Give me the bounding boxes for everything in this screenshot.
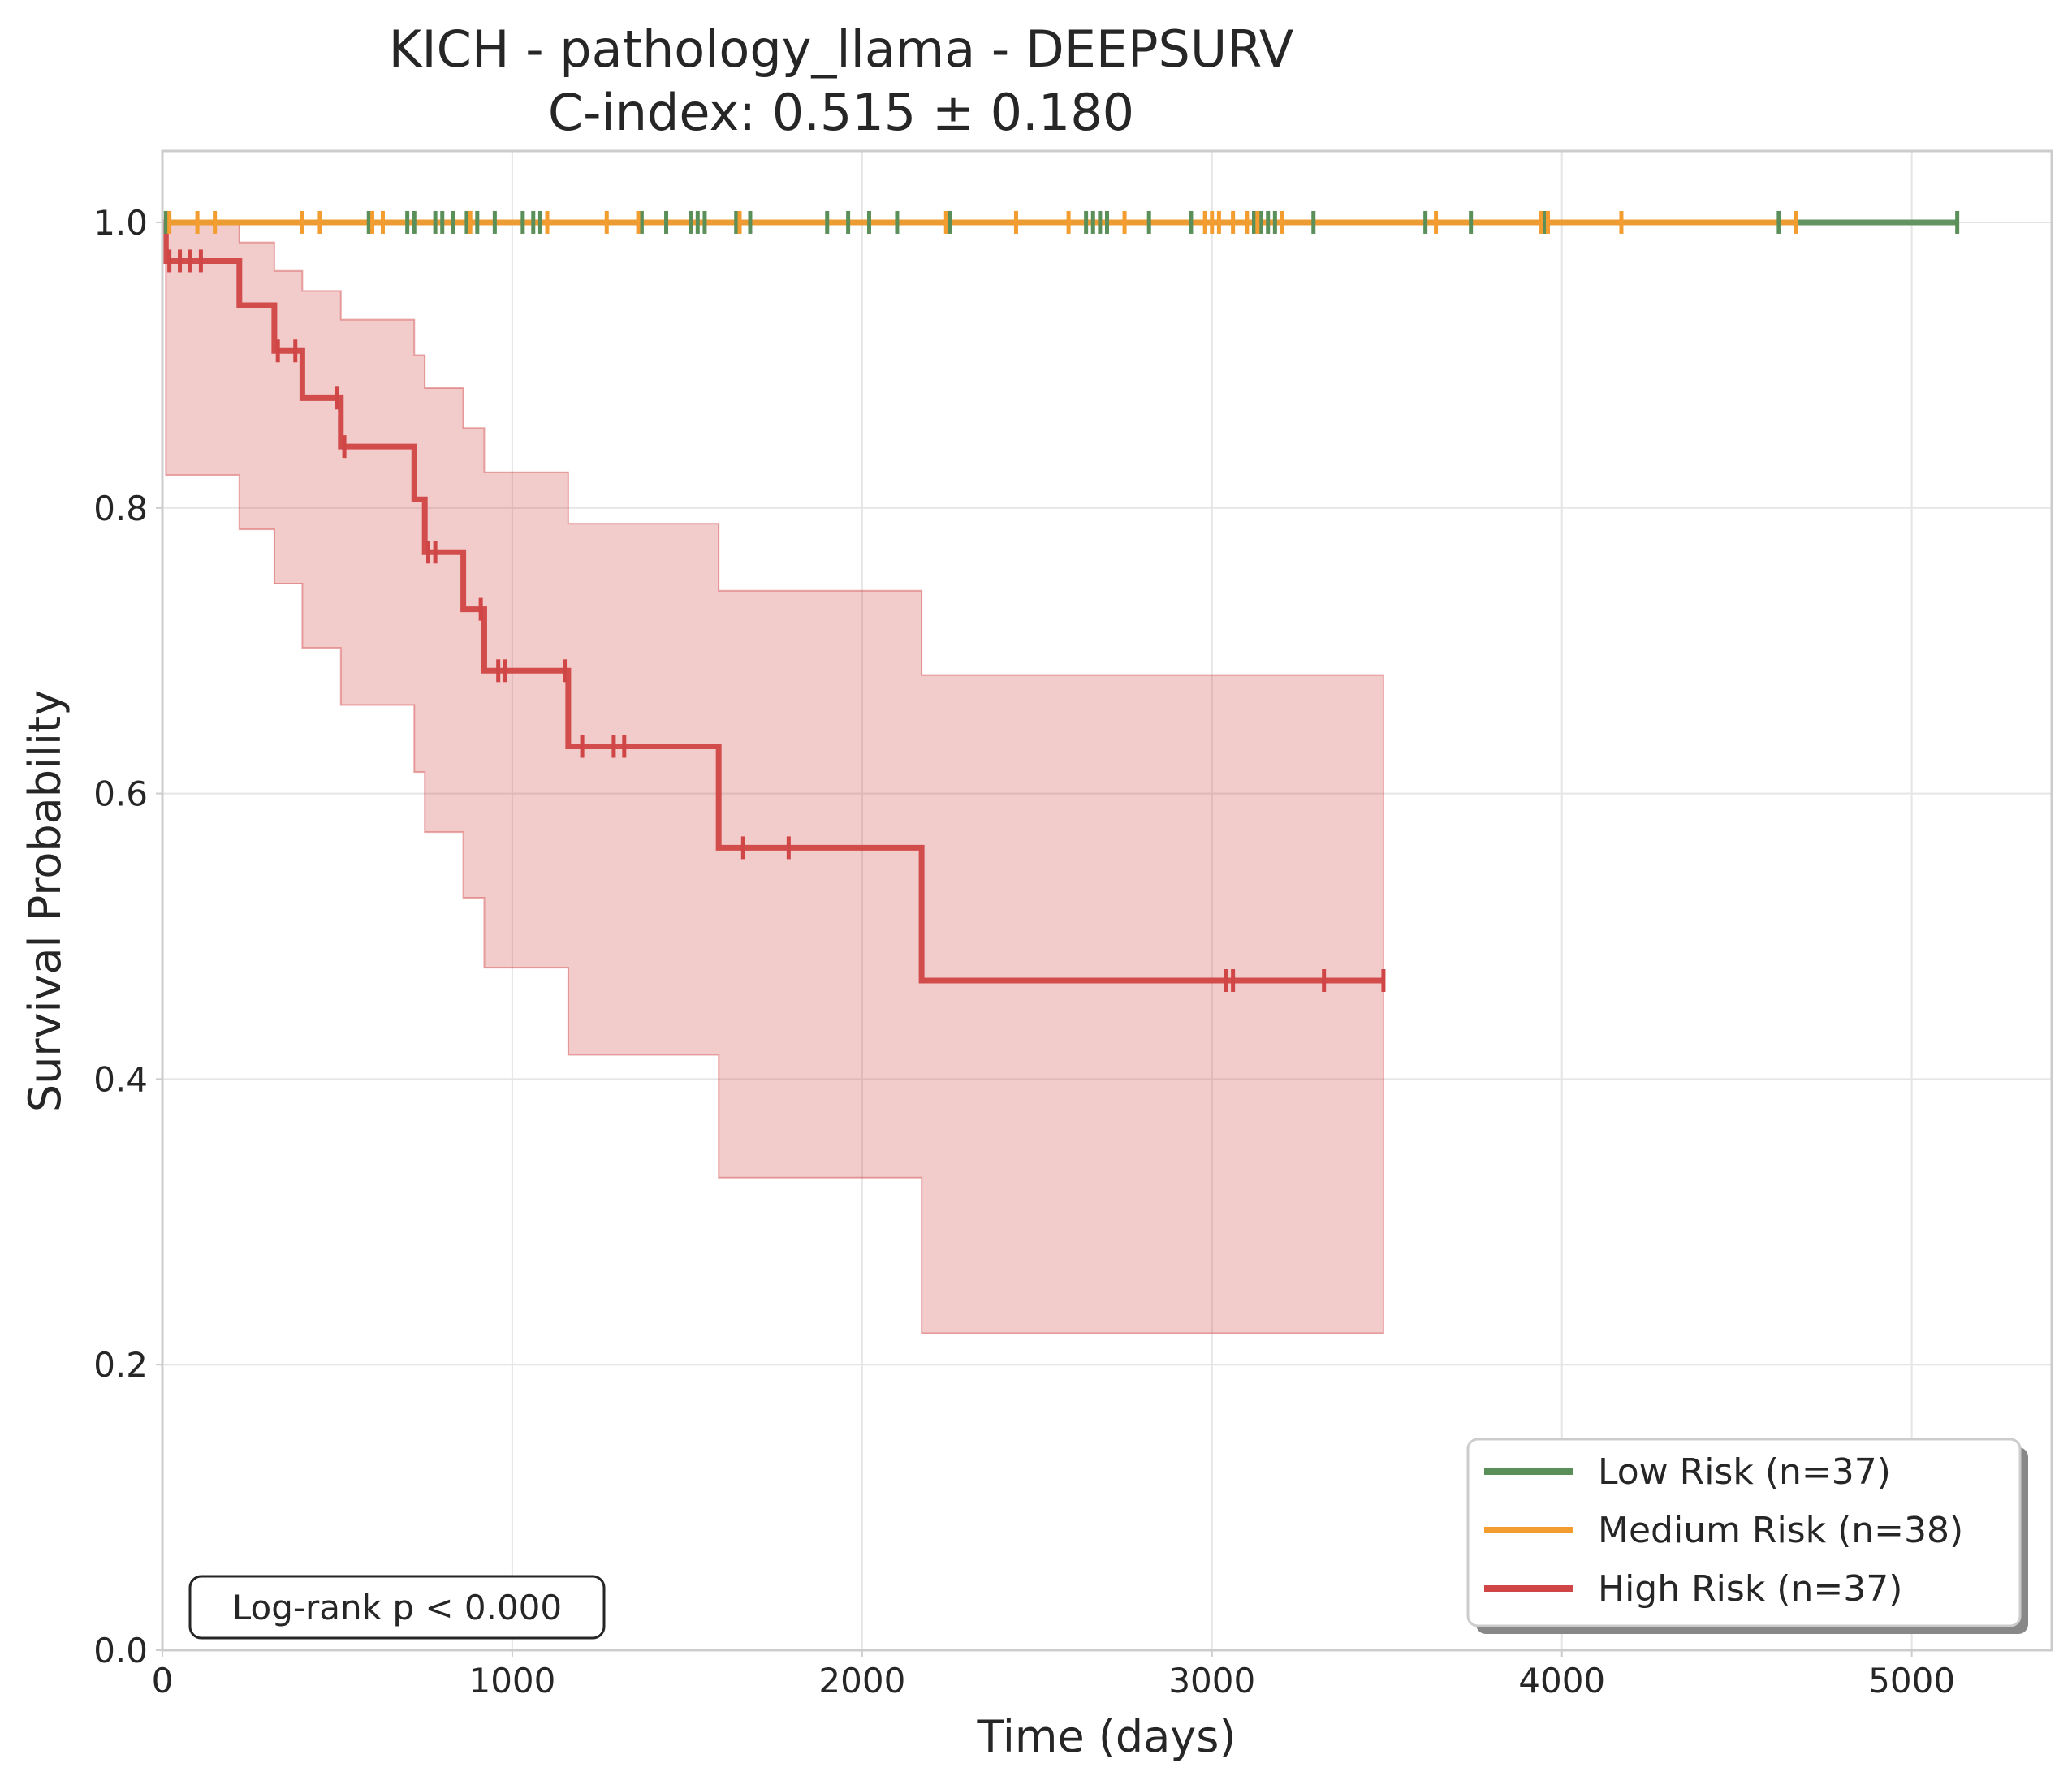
high-risk-curve bbox=[162, 219, 1383, 984]
y-tick-label: 0.4 bbox=[93, 1059, 148, 1099]
annotation-box: Log-rank p < 0.000 bbox=[188, 1575, 606, 1640]
y-tick-label: 0.0 bbox=[93, 1631, 148, 1670]
grid bbox=[162, 151, 2052, 1651]
axis-ticks: 0 1000 2000 3000 4000 5000 0.0 0.2 0.4 0.6 0.8 1.0 bbox=[93, 203, 1955, 1701]
x-tick-label: 0 bbox=[152, 1661, 174, 1701]
y-tick-label: 0.2 bbox=[93, 1345, 148, 1385]
x-tick-label: 3000 bbox=[1168, 1661, 1255, 1701]
legend-label-medium: Medium Risk (n=38) bbox=[1598, 1510, 1963, 1551]
chart-title: KICH - pathology_llama - DEEPSURV bbox=[389, 19, 1294, 79]
y-tick-label: 0.6 bbox=[93, 774, 148, 814]
legend-label-low: Low Risk (n=37) bbox=[1598, 1451, 1891, 1493]
legend: Low Risk (n=37) Medium Risk (n=38) High Ri… bbox=[1466, 1438, 2028, 1634]
high-risk-ci-band bbox=[162, 221, 1384, 1334]
legend-box bbox=[1466, 1438, 2022, 1627]
x-tick-label: 2000 bbox=[818, 1661, 905, 1701]
chart-subtitle: C-index: 0.515 ± 0.180 bbox=[548, 83, 1134, 142]
y-tick-label: 1.0 bbox=[93, 203, 148, 243]
legend-label-high: High Risk (n=37) bbox=[1598, 1568, 1902, 1610]
plot-frame bbox=[161, 149, 2053, 1652]
x-tick-label: 1000 bbox=[468, 1661, 555, 1701]
log-rank-annotation: Log-rank p < 0.000 bbox=[232, 1588, 562, 1627]
confidence-bands bbox=[162, 221, 1384, 1334]
y-axis-label: Survival Probability bbox=[19, 690, 71, 1112]
x-axis-label: Time (days) bbox=[977, 1711, 1237, 1762]
censor-marks bbox=[163, 210, 1960, 993]
x-tick-label: 5000 bbox=[1868, 1661, 1955, 1701]
x-tick-label: 4000 bbox=[1518, 1661, 1605, 1701]
y-tick-label: 0.8 bbox=[93, 489, 148, 528]
